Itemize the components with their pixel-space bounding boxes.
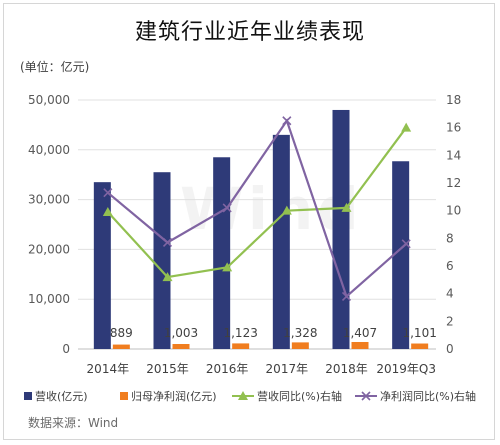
y-right-tick-label: 6: [446, 259, 454, 273]
revenue-bar: [392, 161, 410, 349]
profit-growth-marker: [103, 188, 113, 198]
profit-data-label: 1,123: [223, 326, 257, 340]
profit-bar: [112, 344, 130, 349]
profit-growth-marker: [341, 291, 352, 301]
legend-marker: [238, 391, 248, 400]
y-left-tick-label: 0: [62, 342, 70, 356]
profit-bar: [172, 344, 190, 349]
legend-label: 净利润同比(%)右轴: [380, 389, 476, 403]
chart-title: 建筑行业近年业绩表现: [134, 20, 365, 45]
x-tick-label: 2015年: [146, 362, 189, 376]
chart-frame: [3, 3, 495, 440]
source-label: 数据来源：Wind: [28, 416, 119, 430]
revenue-growth-marker: [281, 205, 292, 215]
profit-bar: [351, 341, 369, 349]
x-tick-label: 2017年: [266, 362, 309, 376]
revenue-bar: [213, 157, 231, 349]
unit-label: (单位：亿元): [20, 60, 90, 74]
revenue-growth-marker: [162, 272, 173, 282]
legend-label: 归母净利润(亿元): [131, 389, 217, 403]
x-tick-label: 2019年Q3: [376, 362, 436, 376]
profit-bar: [232, 343, 250, 349]
profit-bar: [411, 343, 429, 349]
y-right-tick-label: 12: [446, 176, 461, 190]
revenue-bar: [332, 109, 350, 350]
x-tick-label: 2016年: [206, 362, 249, 376]
y-right-tick-label: 4: [446, 287, 454, 301]
profit-growth-marker: [162, 237, 173, 248]
profit-growth-line: [107, 118, 407, 299]
legend-swatch: [120, 392, 128, 400]
y-right-tick-label: 0: [446, 342, 454, 356]
y-left-tick-label: 50,000: [28, 93, 70, 107]
y-left-tick-label: 10,000: [28, 292, 70, 306]
revenue-bar: [93, 182, 111, 349]
y-left-tick-label: 30,000: [28, 193, 70, 207]
profit-data-label: 1,328: [283, 326, 317, 340]
legend-label: 营收同比(%)右轴: [257, 389, 342, 403]
revenue-growth-marker: [401, 122, 412, 132]
x-tick-label: 2018年: [325, 362, 368, 376]
legend-marker: [361, 391, 371, 401]
revenue-bar: [272, 134, 290, 349]
revenue-growth-marker: [102, 207, 113, 217]
profit-data-label: 1,101: [402, 326, 436, 340]
profit-growth-marker: [222, 203, 232, 213]
y-right-tick-label: 2: [446, 314, 454, 328]
y-right-tick-label: 16: [446, 121, 461, 135]
legend-label: 营收(亿元): [35, 389, 88, 403]
revenue-growth-marker: [341, 202, 352, 212]
legend-swatch: [24, 392, 32, 400]
y-left-tick-label: 20,000: [28, 242, 70, 256]
profit-growth-marker: [282, 116, 292, 126]
y-left-tick-label: 40,000: [28, 143, 70, 157]
x-tick-label: 2014年: [87, 362, 130, 376]
y-right-tick-label: 10: [446, 204, 461, 218]
profit-data-label: 1,003: [164, 326, 198, 340]
profit-data-label: 1,407: [343, 326, 377, 340]
y-right-tick-label: 8: [446, 231, 454, 245]
profit-data-label: 889: [110, 326, 133, 340]
profit-bar: [291, 342, 309, 349]
revenue-growth-line: [107, 127, 408, 279]
profit-growth-marker: [401, 239, 411, 249]
y-right-tick-label: 18: [446, 93, 461, 107]
y-right-tick-label: 14: [446, 148, 461, 162]
revenue-growth-marker: [222, 262, 233, 272]
revenue-bar: [153, 172, 171, 349]
